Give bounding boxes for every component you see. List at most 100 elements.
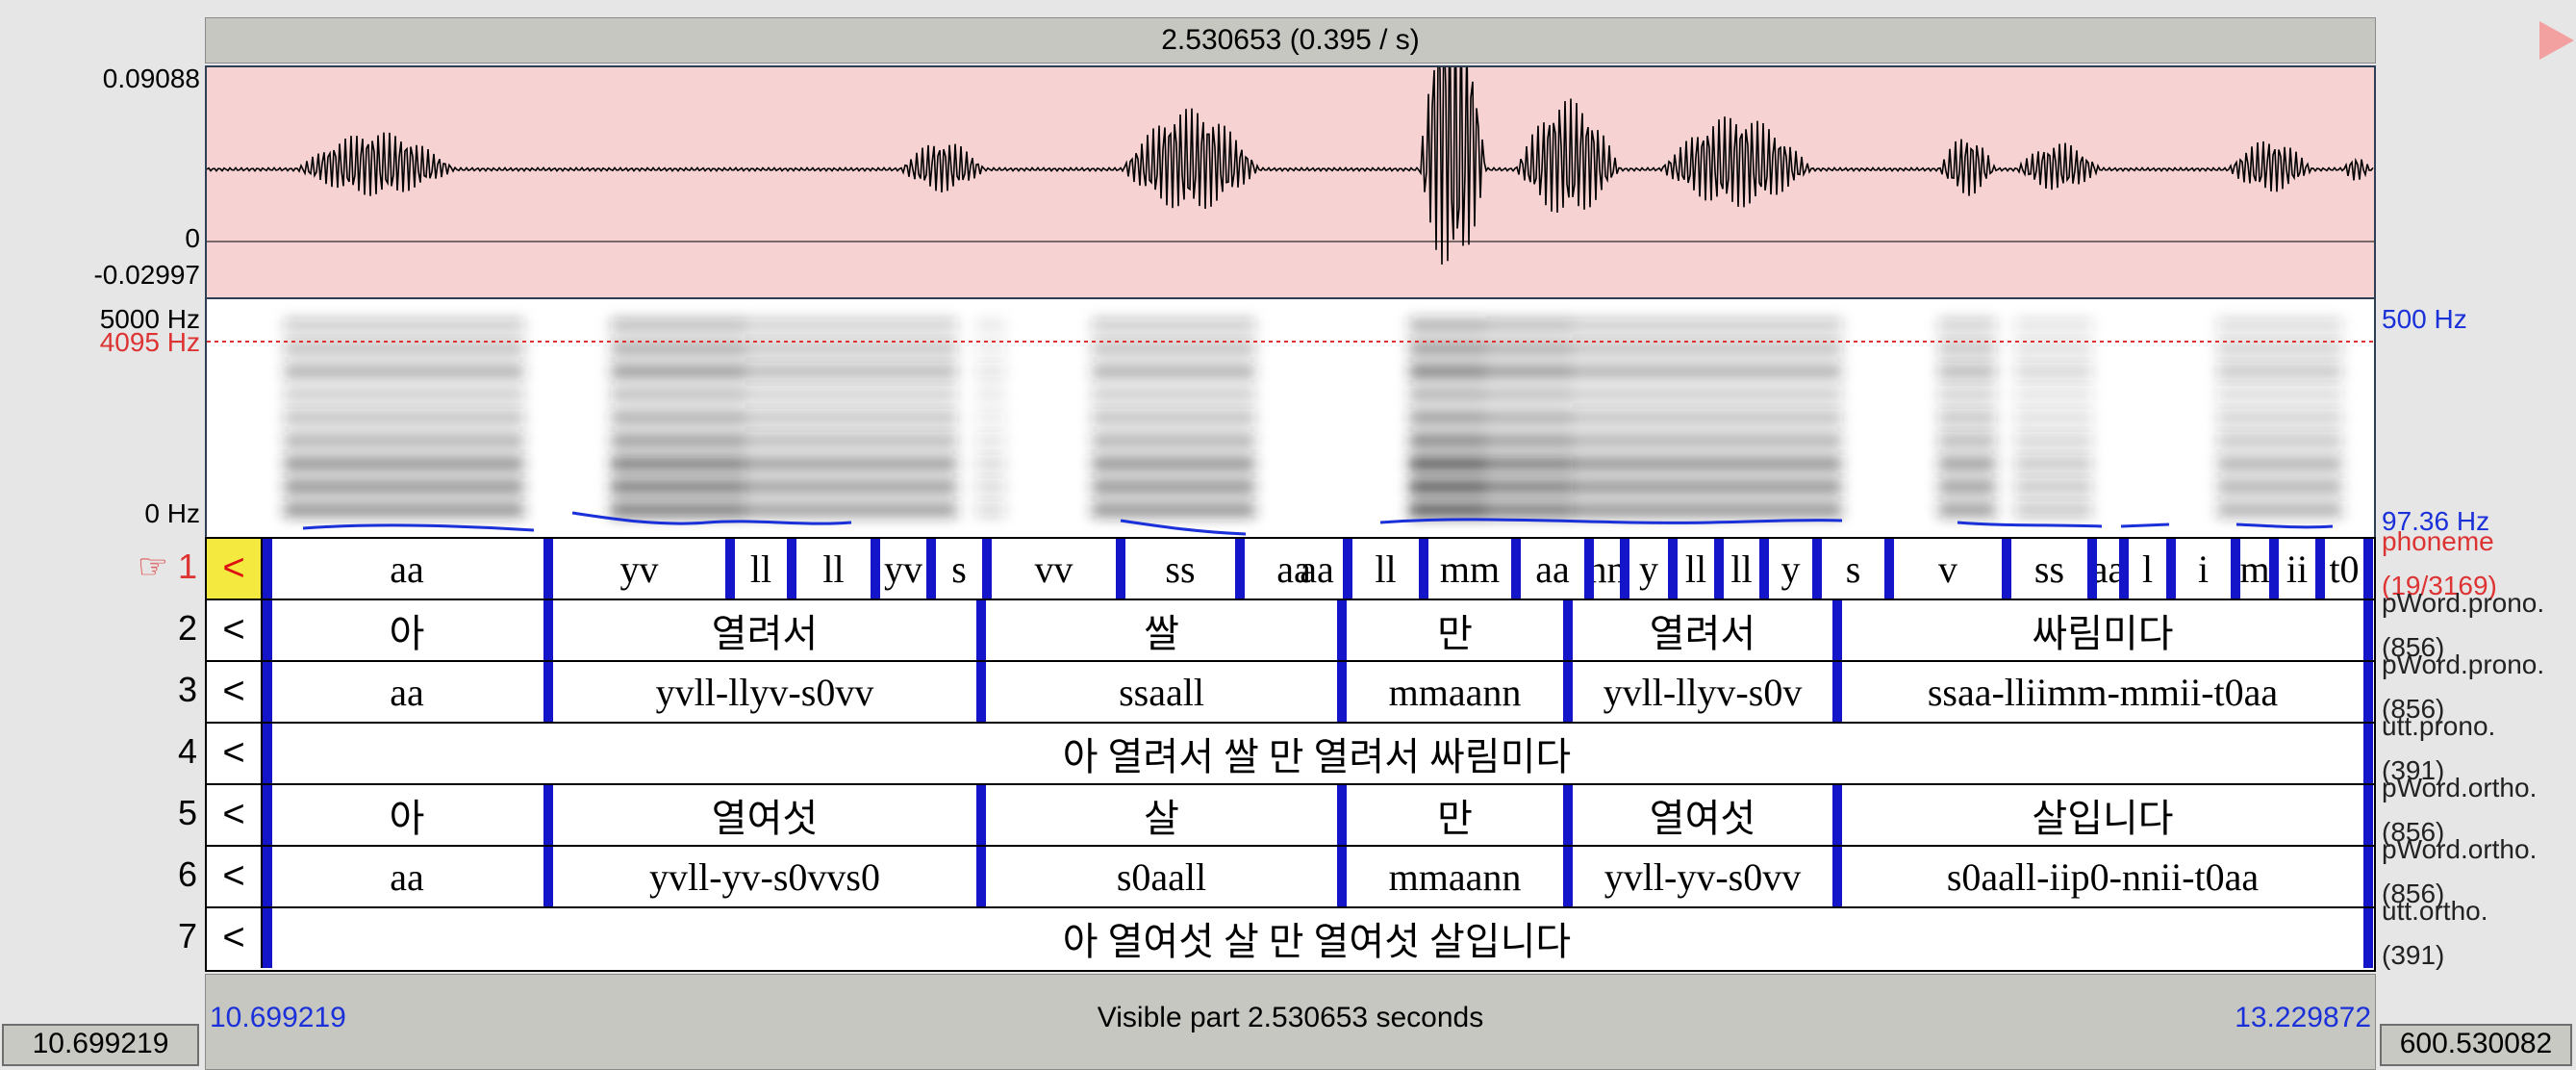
tier-nav-button[interactable]: < <box>207 539 263 599</box>
interval-boundary[interactable] <box>1584 539 1594 599</box>
tier-interval[interactable]: s0aall-iip0-nnii-t0aa <box>1946 854 2260 899</box>
interval-boundary[interactable] <box>1759 539 1769 599</box>
interval-boundary[interactable] <box>1343 539 1352 599</box>
visible-part-bar[interactable]: 10.699219 Visible part 2.530653 seconds … <box>205 974 2376 1070</box>
waveform-panel[interactable] <box>205 65 2376 299</box>
interval-boundary[interactable] <box>976 600 986 660</box>
interval-boundary[interactable] <box>2166 539 2176 599</box>
tier-interval[interactable]: 아 열여섯 살 만 열여섯 살입니다 <box>1062 920 1572 963</box>
tier-row-4[interactable]: < 아 열려서 쌀 만 열려서 싸림미다 <box>207 724 2374 785</box>
interval-boundary[interactable] <box>982 539 992 599</box>
interval-boundary[interactable] <box>1714 539 1724 599</box>
tier-interval[interactable]: aa <box>1535 547 1570 591</box>
interval-boundary[interactable] <box>1116 539 1125 599</box>
interval-boundary[interactable] <box>2119 539 2129 599</box>
interval-boundary[interactable] <box>2363 662 2373 722</box>
interval-boundary[interactable] <box>2363 724 2373 783</box>
tier-interval[interactable]: aa <box>2097 547 2119 591</box>
interval-boundary[interactable] <box>543 662 553 722</box>
tier-interval[interactable]: 열여섯 <box>1649 797 1756 840</box>
interval-boundary[interactable] <box>1884 539 1894 599</box>
tier-interval[interactable]: ll <box>1730 547 1753 591</box>
tier-interval[interactable]: y <box>1639 547 1658 591</box>
interval-boundary[interactable] <box>725 539 735 599</box>
total-end-time[interactable]: 600.530082 <box>2380 1024 2572 1066</box>
tier-interval[interactable]: ssaa-lliimm-mmii-t0aa <box>1927 670 2279 714</box>
textgrid-tiers[interactable]: < aa yv ll ll yv s vv ss aa ll mm aa nn y ll ll y s v ss aa l i… <box>205 537 2376 972</box>
tier-interval[interactable]: s <box>1845 547 1861 591</box>
tier-interval[interactable]: 아 열려서 쌀 만 열려서 싸림미다 <box>1062 735 1572 778</box>
tier-interval[interactable]: 싸림미다 <box>2032 612 2174 655</box>
tier-interval[interactable]: yvll-llyv-s0v <box>1603 670 1803 714</box>
interval-boundary[interactable] <box>1812 539 1822 599</box>
interval-boundary[interactable] <box>1337 785 1347 845</box>
tier-interval[interactable]: 만 <box>1437 612 1473 655</box>
tier-interval[interactable]: m <box>2240 547 2269 591</box>
interval-boundary[interactable] <box>1563 600 1573 660</box>
tier-interval[interactable]: 쌀 <box>1144 612 1179 655</box>
tier-interval[interactable]: 살 <box>1144 797 1179 840</box>
interval-boundary[interactable] <box>1235 539 1245 599</box>
tier-row-2[interactable]: < 아 열려서 쌀 만 열려서 싸림미다 <box>207 600 2374 662</box>
tier-interval[interactable]: l <box>2141 547 2154 591</box>
tier-interval[interactable]: aa <box>390 854 424 899</box>
interval-boundary[interactable] <box>1832 600 1842 660</box>
tier-row-7[interactable]: < 아 열여섯 살 만 열여섯 살입니다 <box>207 908 2374 968</box>
interval-boundary[interactable] <box>543 539 553 599</box>
selection-duration-bar[interactable]: 2.530653 (0.395 / s) <box>205 17 2376 64</box>
interval-boundary[interactable] <box>543 847 553 906</box>
interval-boundary[interactable] <box>1832 662 1842 722</box>
interval-boundary[interactable] <box>263 539 272 599</box>
interval-boundary[interactable] <box>1337 847 1347 906</box>
interval-boundary[interactable] <box>2087 539 2097 599</box>
interval-boundary[interactable] <box>1419 539 1428 599</box>
tier-interval[interactable]: 열여섯 <box>711 797 819 840</box>
interval-boundary[interactable] <box>543 785 553 845</box>
tier-row-3[interactable]: < aa yvll-llyv-s0vv ssaall mmaann yvll-llyv-s… <box>207 662 2374 724</box>
tier-interval[interactable]: ssaall <box>1119 670 1204 714</box>
tier-row-6[interactable]: < aa yvll-yv-s0vvs0 s0aall mmaann yvll-yv-s0v… <box>207 847 2374 908</box>
interval-boundary[interactable] <box>263 847 272 906</box>
tier-nav-button[interactable]: < <box>207 662 263 722</box>
interval-boundary[interactable] <box>1511 539 1521 599</box>
interval-boundary[interactable] <box>1337 600 1347 660</box>
interval-boundary[interactable] <box>1832 847 1842 906</box>
interval-boundary[interactable] <box>1337 662 1347 722</box>
tier-interval[interactable]: 만 <box>1437 797 1473 840</box>
tier-interval[interactable]: ii <box>2286 547 2309 591</box>
tier-nav-button[interactable]: < <box>207 724 263 783</box>
interval-boundary[interactable] <box>2315 539 2325 599</box>
tier-interval[interactable]: ll <box>749 547 772 591</box>
tier-row-1[interactable]: < aa yv ll ll yv s vv ss aa ll mm aa nn y ll ll y s v ss aa l i… <box>207 539 2374 600</box>
interval-boundary[interactable] <box>2269 539 2279 599</box>
interval-boundary[interactable] <box>263 662 272 722</box>
interval-boundary[interactable] <box>543 600 553 660</box>
interval-boundary[interactable] <box>1563 785 1573 845</box>
interval-boundary[interactable] <box>1563 847 1573 906</box>
tier-interval[interactable]: yvll-yv-s0vvs0 <box>649 854 880 899</box>
interval-boundary[interactable] <box>871 539 880 599</box>
tier-interval[interactable]: 열려서 <box>711 612 819 655</box>
tier-interval[interactable]: yv <box>619 547 659 591</box>
tier-nav-button[interactable]: < <box>207 908 263 968</box>
tier-interval[interactable]: ll <box>822 547 845 591</box>
tier-interval[interactable]: 아 <box>389 612 425 655</box>
interval-boundary[interactable] <box>926 539 936 599</box>
tier-interval[interactable]: yvll-yv-s0vv <box>1604 854 1802 899</box>
interval-boundary[interactable] <box>263 908 272 968</box>
tier-interval[interactable]: mm <box>1439 547 1501 591</box>
interval-boundary[interactable] <box>2363 539 2373 599</box>
tier-interval[interactable]: aa <box>390 670 424 714</box>
tier-interval[interactable]: yvll-llyv-s0vv <box>655 670 874 714</box>
interval-boundary[interactable] <box>2363 600 2373 660</box>
tier-interval[interactable]: ss <box>1165 547 1196 591</box>
tier-interval[interactable]: ll <box>1375 547 1397 591</box>
tier-interval[interactable]: mmaann <box>1388 670 1522 714</box>
tier-row-5[interactable]: < 아 열여섯 살 만 열여섯 살입니다 <box>207 785 2374 847</box>
tier-interval[interactable]: y <box>1780 547 1801 591</box>
interval-boundary[interactable] <box>2363 785 2373 845</box>
interval-boundary[interactable] <box>2231 539 2240 599</box>
tier-interval[interactable]: 아 <box>389 797 425 840</box>
interval-boundary[interactable] <box>976 662 986 722</box>
interval-boundary[interactable] <box>2363 908 2373 968</box>
